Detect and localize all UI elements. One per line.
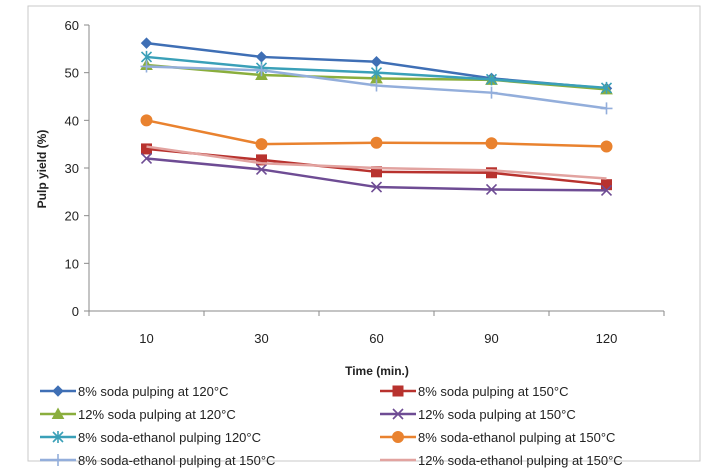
legend-label: 12% soda pulping at 150°C [418,407,576,422]
data-point [600,140,613,153]
y-tick-label: 60 [65,18,79,33]
series-layer [140,37,613,196]
series-4 [140,152,613,196]
data-point [600,102,613,115]
data-point [601,179,612,191]
legend-label: 12% soda pulping at 120°C [78,407,236,422]
series-2 [141,143,612,191]
chart-area-border [27,5,701,462]
y-tick-label: 0 [72,304,79,319]
legend-label: 8% soda-ethanol pulping 120°C [78,430,261,445]
x-tick-label: 90 [484,331,498,346]
series-8 [146,145,607,180]
data-point [486,167,497,179]
y-tick-label: 10 [65,256,79,271]
data-point [140,37,153,49]
legend-item: 8% soda-ethanol pulping at 150°C [380,430,615,445]
legend-swatch-marker [52,454,64,466]
data-point [370,79,383,92]
legend-label: 8% soda-ethanol pulping at 150°C [78,453,275,468]
data-point [485,183,498,196]
x-tick-label: 30 [254,331,268,346]
y-tick-label: 20 [65,209,79,224]
legend-item: 8% soda-ethanol pulping at 150°C [40,453,275,468]
series-6 [140,114,613,153]
series-line [146,145,607,180]
legend-label: 8% soda-ethanol pulping at 150°C [418,430,615,445]
data-point [600,81,613,94]
data-point [370,66,383,79]
data-point [255,64,268,77]
data-point [256,154,267,166]
legend-label: 12% soda-ethanol pulping at 150°C [418,453,623,468]
data-point [485,137,498,150]
data-point [140,152,153,165]
data-point [485,73,498,86]
data-point [255,163,268,175]
x-tick-label: 120 [596,331,618,346]
x-tick-label: 10 [139,331,153,346]
legend-item: 12% soda pulping at 120°C [40,407,236,422]
legend-item: 12% soda-ethanol pulping at 150°C [380,453,623,468]
axes: 0 10 20 30 40 50 60 10 30 60 90 120 [65,18,665,346]
data-point [370,136,383,149]
legend-label: 8% soda pulping at 120°C [78,384,228,399]
legend-item: 8% soda-ethanol pulping 120°C [40,430,261,445]
legend-swatch-marker [392,385,404,397]
y-tick-label: 50 [65,66,79,81]
legend-swatch-marker [52,431,64,443]
x-tick-label: 60 [369,331,383,346]
y-axis-title: Pulp yield (%) [35,130,49,209]
data-point [370,181,383,193]
data-point [140,114,153,127]
legend-item: 12% soda pulping at 150°C [380,407,576,422]
series-7 [140,60,613,115]
x-axis-title: Time (min.) [345,364,409,378]
legend-item: 8% soda pulping at 150°C [380,384,568,399]
legend-label: 8% soda pulping at 150°C [418,384,568,399]
legend-swatch-marker [392,431,404,443]
data-point [141,143,152,155]
y-tick-label: 30 [65,161,79,176]
legend-item: 8% soda pulping at 120°C [40,384,228,399]
legend-swatch-marker [51,407,65,419]
data-point [140,60,153,73]
legend-swatch-marker [52,385,64,397]
legend: 8% soda pulping at 120°C 8% soda pulping … [40,384,623,468]
legend-swatch-marker [392,408,404,420]
data-point [485,86,498,99]
data-point [255,138,268,151]
y-tick-label: 40 [65,113,79,128]
data-point [600,184,613,196]
